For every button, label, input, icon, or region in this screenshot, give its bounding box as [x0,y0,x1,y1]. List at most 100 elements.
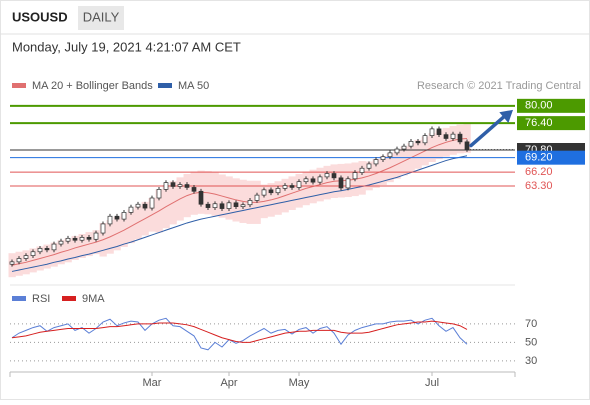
candle-body [275,188,281,194]
forecast-arrow-head [499,109,513,123]
candle-body [16,258,22,263]
timestamp: Monday, July 19, 2021 4:21:07 AM CET [12,39,241,54]
candle-body [254,194,260,201]
level-label-box [517,116,585,131]
bollinger-band [463,124,471,153]
x-tick-label: Apr [220,377,237,389]
source: Research © 2021 Trading Central [417,80,581,92]
candle-body [324,173,330,178]
candle-body [86,237,92,240]
candle-body [79,237,85,241]
candle-body [93,232,99,240]
level-label-box [517,98,585,113]
candle-body [450,133,456,139]
candle-body [289,185,295,188]
candle-body [163,182,169,190]
indicator-line [11,320,468,343]
candle-body [142,203,148,209]
candle-body [9,261,15,265]
candle-body [436,128,442,135]
candle-body [149,197,155,209]
candle-body [310,178,316,183]
candle-body [177,184,183,187]
x-tick-label: Jul [425,377,439,389]
candle-body [408,141,414,147]
candle-body [282,185,288,189]
candle-body [296,181,302,188]
legend-label: MA 20 + Bollinger Bands [32,80,153,92]
candle-body [261,189,267,196]
candle-body [317,176,323,183]
candle-body [352,172,358,180]
moving-average [11,155,468,272]
level-label: 63.30 [525,180,553,192]
legend-swatch [12,83,26,88]
level-label: 76.40 [525,117,553,129]
candle-body [72,237,78,241]
candle-body [170,182,176,187]
candle-body [394,148,400,154]
candle-body [156,189,162,199]
candle-body [359,167,365,173]
level-label: 69.20 [525,152,553,164]
y-tick-label: 70 [525,318,537,330]
candle-body [23,255,29,259]
candle-body [387,152,393,158]
candle-body [51,243,57,251]
legend-swatch [62,296,76,301]
y-tick-label: 30 [525,355,537,367]
legend-label: 9MA [82,293,105,305]
candle-body [226,202,232,209]
candle-body [303,178,309,183]
candle-body [128,206,134,213]
candle-body [233,202,239,207]
candle-body [380,156,386,160]
candle-body [212,203,218,208]
candle-body [107,215,113,225]
candle-body [457,133,463,143]
candle-body [121,212,127,220]
candle-body [345,178,351,189]
candle-body [373,159,379,165]
candle-body [191,187,197,192]
candle-body [114,215,120,220]
level-label: 80.00 [525,100,553,112]
candle-body [268,189,274,194]
legend-label: MA 50 [178,80,209,92]
candle-body [401,145,407,150]
level-label-box [517,150,585,165]
candle-body [100,223,106,234]
legend-swatch [12,296,26,301]
symbol: USOUSD [12,9,68,24]
candle-body [366,163,372,169]
candle-body [422,135,428,144]
candle-body [44,248,50,251]
candle-body [338,177,344,189]
period-tab[interactable] [78,6,124,30]
candle-body [240,204,246,207]
candle-body [464,141,470,150]
x-tick-label: Mar [143,377,162,389]
candle-body [65,237,71,242]
candle-body [198,190,204,205]
x-tick-label: May [289,377,310,389]
legend-label: RSI [32,293,50,305]
candle-body [219,203,225,209]
candle-body [443,134,449,139]
candle-body [429,128,435,136]
y-tick-label: 50 [525,336,537,348]
level-label: 66.20 [525,166,553,178]
forecast-arrow [469,114,507,148]
candle-body [30,251,36,256]
candle-body [135,203,141,208]
candle-body [205,203,211,208]
candle-body [415,141,421,144]
candle-body [58,240,64,245]
legend-swatch [158,83,172,88]
moving-average [11,137,468,266]
period-label[interactable]: DAILY [83,9,120,24]
candle-body [37,248,43,253]
candle-body [331,173,337,179]
